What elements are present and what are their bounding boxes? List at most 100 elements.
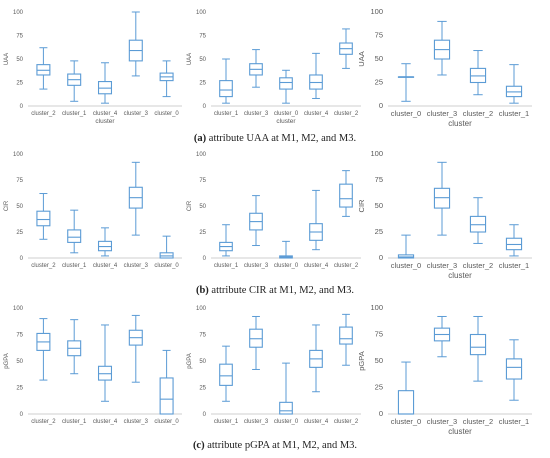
- caption-a: (a) attribute UAA at M1, M2, and M3.: [0, 133, 550, 144]
- b-m3-ytick-75: 75: [375, 175, 383, 184]
- b-m1-cluster_1-box: [67, 229, 82, 243]
- c-m3-ytick-75: 75: [375, 330, 383, 339]
- a-m1-ytick-0: 0: [20, 104, 24, 110]
- c-m3-ytick-50: 50: [375, 356, 383, 365]
- b-m1-cluster_3-xtick: cluster_3: [124, 263, 149, 269]
- caption-c-letter: (c): [192, 440, 205, 451]
- b-m2-cluster_3-xtick: cluster_3: [244, 263, 269, 269]
- b-m1-ytick-75: 75: [16, 178, 23, 184]
- b-m3-ylabel: CIR: [357, 199, 366, 213]
- a-m1-ytick-25: 25: [16, 81, 23, 87]
- c-m3-cluster_0-xtick: cluster_0: [391, 417, 421, 426]
- caption-a-letter: (a): [193, 133, 207, 144]
- b-m1-cluster_1-xtick: cluster_1: [62, 263, 87, 269]
- c-m1-ytick-0: 0: [20, 412, 24, 418]
- b-m2-cluster_2-xtick: cluster_2: [334, 263, 359, 269]
- b-m3-xlabel: cluster: [448, 271, 472, 280]
- b-m2-ytick-75: 75: [199, 178, 206, 184]
- c-m1-cluster_2-xtick: cluster_2: [31, 419, 56, 425]
- b-m2-cluster_2-box: [339, 183, 353, 208]
- caption-c-text: attribute pGPA at M1, M2, and M3.: [204, 440, 358, 451]
- a-m2-ytick-0: 0: [203, 104, 207, 110]
- a-m3-cluster_0-xtick: cluster_0: [391, 109, 421, 118]
- a-m2-xlabel: cluster: [276, 118, 296, 125]
- a-m3-cluster_2-xtick: cluster_2: [463, 109, 493, 118]
- c-m1-ytick-75: 75: [16, 333, 23, 339]
- b-m1-ytick-0: 0: [20, 256, 24, 262]
- c-m3-cluster_1-xtick: cluster_1: [499, 417, 529, 426]
- c-m2-cluster_2-box: [339, 326, 353, 345]
- caption-b: (b) attribute CIR at M1, M2, and M3.: [0, 285, 550, 296]
- a-m2-cluster_0-xtick: cluster_0: [274, 111, 299, 117]
- c-m1-ytick-100: 100: [13, 306, 24, 312]
- a-m2-cluster_1-box: [219, 80, 233, 98]
- a-m1-xlabel: cluster: [95, 118, 115, 125]
- c-m3-cluster_3-xtick: cluster_3: [427, 417, 457, 426]
- b-m3-ytick-100: 100: [370, 149, 383, 158]
- b-m1-ytick-50: 50: [16, 204, 23, 210]
- b-m2-ytick-50: 50: [199, 204, 206, 210]
- c-m2-ytick-25: 25: [199, 386, 206, 392]
- b-m3-cluster_2-xtick: cluster_2: [463, 261, 493, 270]
- c-m2-ytick-100: 100: [196, 306, 207, 312]
- c-m1-cluster_3-xtick: cluster_3: [124, 419, 149, 425]
- a-m3-ytick-0: 0: [379, 101, 383, 110]
- a-m3-ylabel: UAA: [357, 51, 366, 66]
- c-m3-cluster_2-box: [469, 333, 487, 356]
- c-m3-ylabel: pGPA: [357, 351, 366, 370]
- b-m2-ytick-25: 25: [199, 230, 206, 236]
- c-m3-cluster_0-box: [397, 390, 415, 415]
- a-m1-ylabel: UAA: [4, 53, 10, 65]
- c-m2-ytick-0: 0: [203, 412, 207, 418]
- c-m1-ytick-50: 50: [16, 359, 23, 365]
- c-m2-cluster_2-xtick: cluster_2: [334, 419, 359, 425]
- a-m1-cluster_0-xtick: cluster_0: [154, 111, 179, 117]
- b-m1-cluster_2-xtick: cluster_2: [31, 263, 56, 269]
- a-m3-cluster_3-xtick: cluster_3: [427, 109, 457, 118]
- c-m3-cluster_2-xtick: cluster_2: [463, 417, 493, 426]
- b-m2-cluster_4-xtick: cluster_4: [304, 263, 329, 269]
- b-m2-cluster_1-xtick: cluster_1: [214, 263, 239, 269]
- c-m3-xlabel: cluster: [448, 427, 472, 436]
- c-m2-cluster_4-xtick: cluster_4: [304, 419, 329, 425]
- a-m1-cluster_1-xtick: cluster_1: [62, 111, 87, 117]
- b-m1-cluster_4-xtick: cluster_4: [93, 263, 118, 269]
- c-m2-cluster_3-xtick: cluster_3: [244, 419, 269, 425]
- caption-a-text: attribute UAA at M1, M2, and M3.: [206, 133, 357, 144]
- a-m1-ytick-100: 100: [13, 10, 24, 16]
- a-m2-cluster_1-xtick: cluster_1: [214, 111, 239, 117]
- b-m1-ytick-100: 100: [13, 152, 24, 158]
- b-m3-ytick-0: 0: [379, 253, 383, 262]
- a-m1-ytick-75: 75: [16, 34, 23, 40]
- c-m3-ytick-25: 25: [375, 383, 383, 392]
- b-m2-ytick-100: 100: [196, 152, 207, 158]
- c-m2-ytick-75: 75: [199, 333, 206, 339]
- a-m1-cluster_4-xtick: cluster_4: [93, 111, 118, 117]
- a-m2-cluster_3-xtick: cluster_3: [244, 111, 269, 117]
- c-m2-ytick-50: 50: [199, 359, 206, 365]
- a-m3-ytick-75: 75: [375, 31, 383, 40]
- c-m2-cluster_1-box: [219, 363, 233, 386]
- b-m3-ytick-50: 50: [375, 201, 383, 210]
- b-m3-cluster_1-xtick: cluster_1: [499, 261, 529, 270]
- c-m1-cluster_0-box: [159, 377, 174, 415]
- a-m3-xlabel: cluster: [448, 119, 472, 128]
- b-m1-ytick-25: 25: [16, 230, 23, 236]
- c-m2-cluster_0-xtick: cluster_0: [274, 419, 299, 425]
- b-m3-cluster_0-xtick: cluster_0: [391, 261, 421, 270]
- c-m1-ylabel: pGPA: [4, 353, 10, 369]
- a-m1-cluster_2-xtick: cluster_2: [31, 111, 56, 117]
- b-m2-ytick-0: 0: [203, 256, 207, 262]
- b-m1-ylabel: CIR: [4, 200, 10, 211]
- a-m2-ytick-50: 50: [199, 57, 206, 63]
- b-m3-ytick-25: 25: [375, 227, 383, 236]
- b-m2-cluster_0-xtick: cluster_0: [274, 263, 299, 269]
- b-m1-cluster_2-box: [36, 210, 51, 227]
- c-m1-cluster_1-xtick: cluster_1: [62, 419, 87, 425]
- c-m1-cluster_0-xtick: cluster_0: [154, 419, 179, 425]
- a-m2-ytick-100: 100: [196, 10, 207, 16]
- a-m2-cluster_4-xtick: cluster_4: [304, 111, 329, 117]
- c-m3-ytick-0: 0: [379, 409, 383, 418]
- c-m1-cluster_4-xtick: cluster_4: [93, 419, 118, 425]
